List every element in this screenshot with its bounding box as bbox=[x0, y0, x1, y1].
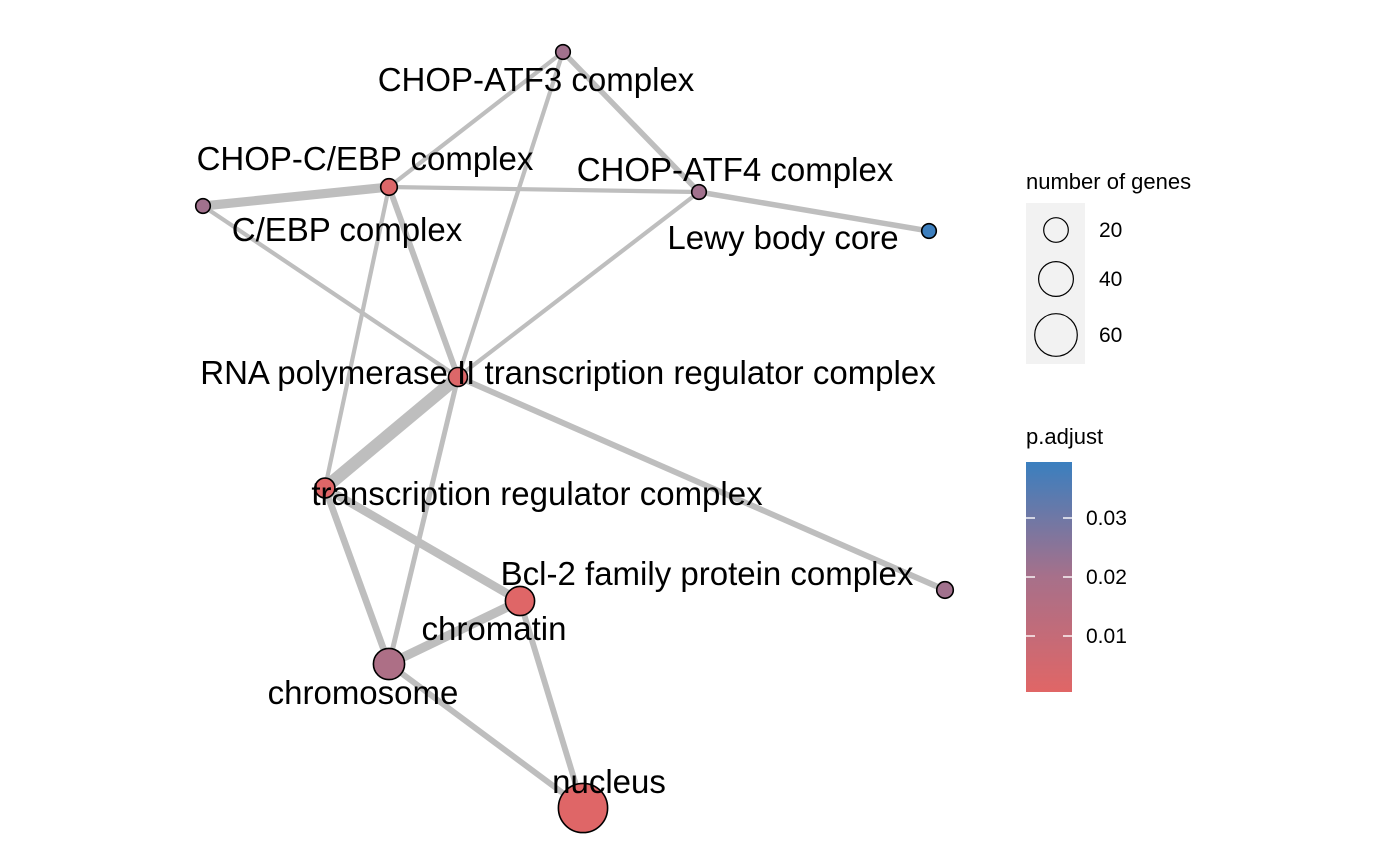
edge-chop_atf3-chop_cebp bbox=[387, 50, 565, 189]
node-label-chop_cebp: CHOP-C/EBP complex bbox=[197, 140, 534, 177]
size-key-label-40: 40 bbox=[1099, 268, 1122, 291]
edge-tfreg-chromosome bbox=[321, 486, 393, 666]
edge-chop_cebp-chop_atf4 bbox=[388, 184, 700, 195]
edges-layer bbox=[201, 50, 947, 811]
node-chop_cebp[interactable] bbox=[379, 177, 399, 197]
size-key-circle-40 bbox=[1037, 261, 1074, 298]
size-legend-keys: 20 40 60 bbox=[1034, 217, 1122, 357]
node-label-chromosome: chromosome bbox=[268, 674, 459, 711]
edge-chop_atf4-rnapol bbox=[456, 190, 701, 379]
size-key-label-20: 20 bbox=[1099, 219, 1122, 242]
edge-chop_cebp-tfreg bbox=[322, 186, 392, 489]
node-chop_atf3[interactable] bbox=[554, 43, 572, 61]
node-rnapol[interactable] bbox=[447, 366, 469, 388]
node-chromatin[interactable] bbox=[504, 585, 536, 617]
color-legend-ticks: 0.03 0.02 0.01 bbox=[1026, 507, 1127, 648]
node-label-nucleus: nucleus bbox=[552, 763, 666, 800]
edge-rnapol-tfreg bbox=[320, 372, 463, 493]
node-chop_atf4[interactable] bbox=[690, 183, 708, 201]
node-label-lewy: Lewy body core bbox=[667, 219, 898, 256]
color-legend: p.adjust 0.03 0.02 0.01 bbox=[1026, 424, 1127, 692]
edge-chop_atf3-chop_atf4 bbox=[561, 50, 701, 194]
edge-rnapol-chromosome bbox=[386, 376, 461, 665]
node-bcl2[interactable] bbox=[935, 580, 955, 600]
node-label-chop_atf3: CHOP-ATF3 complex bbox=[378, 61, 695, 98]
edge-tfreg-chromatin bbox=[322, 484, 523, 605]
size-key-circle-60 bbox=[1034, 313, 1078, 357]
edge-chromatin-chromosome bbox=[387, 596, 522, 669]
size-legend: number of genes 20 40 60 bbox=[1026, 169, 1191, 364]
node-tfreg[interactable] bbox=[314, 477, 336, 499]
edge-chromosome-nucleus bbox=[387, 661, 585, 811]
color-tick-label-0.01: 0.01 bbox=[1086, 625, 1127, 648]
size-key-circle-20 bbox=[1043, 217, 1069, 243]
node-label-bcl2: Bcl-2 family protein complex bbox=[501, 555, 914, 592]
node-nucleus[interactable] bbox=[557, 782, 609, 834]
node-label-tfreg: transcription regulator complex bbox=[311, 475, 763, 512]
edge-rnapol-bcl2 bbox=[456, 374, 947, 593]
labels-layer: CHOP-ATF3 complex CHOP-C/EBP complex CHOP-… bbox=[197, 61, 937, 800]
edge-chromatin-nucleus bbox=[517, 600, 586, 809]
node-cebp[interactable] bbox=[194, 197, 212, 215]
edge-chop_cebp-cebp bbox=[202, 182, 390, 211]
color-tick-label-0.02: 0.02 bbox=[1086, 566, 1127, 589]
edge-chop_atf4-lewy bbox=[698, 189, 930, 234]
color-tick-label-0.03: 0.03 bbox=[1086, 507, 1127, 530]
node-label-rnapol: RNA polymerase II transcription regulato… bbox=[200, 354, 936, 391]
node-label-cebp: C/EBP complex bbox=[232, 211, 463, 248]
node-chromosome[interactable] bbox=[372, 647, 406, 681]
node-label-chop_atf4: CHOP-ATF4 complex bbox=[577, 151, 894, 188]
size-key-label-60: 60 bbox=[1099, 324, 1122, 347]
color-legend-title: p.adjust bbox=[1026, 424, 1103, 449]
edge-chop_cebp-rnapol bbox=[386, 185, 461, 379]
nodes-layer bbox=[194, 43, 955, 834]
edge-chop_atf3-rnapol bbox=[456, 51, 565, 378]
node-lewy[interactable] bbox=[920, 222, 938, 240]
edge-cebp-rnapol bbox=[201, 204, 460, 379]
node-label-chromatin: chromatin bbox=[422, 610, 567, 647]
size-legend-title: number of genes bbox=[1026, 169, 1191, 194]
